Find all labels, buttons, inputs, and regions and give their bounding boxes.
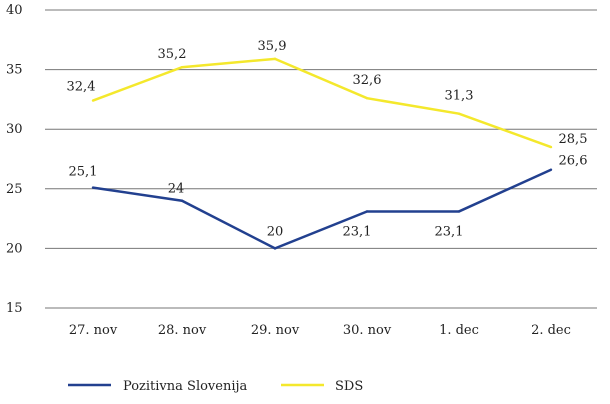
- y-tick-label: 30: [6, 122, 23, 137]
- data-label: 25,1: [69, 165, 98, 180]
- x-tick-label: 29. nov: [251, 323, 300, 338]
- data-label: 28,5: [559, 132, 588, 147]
- data-label: 31,3: [445, 89, 474, 104]
- data-label: 24: [168, 182, 185, 197]
- data-point: [457, 210, 461, 213]
- x-tick-label: 27. nov: [69, 323, 118, 338]
- data-label: 26,6: [559, 154, 588, 169]
- series-line: [92, 168, 552, 250]
- data-label: 20: [267, 224, 284, 239]
- data-point: [273, 57, 277, 61]
- data-point: [180, 199, 184, 202]
- data-label: 32,4: [67, 80, 96, 95]
- x-tick-label: 1. dec: [439, 323, 479, 338]
- y-tick-label: 20: [6, 241, 23, 256]
- legend-label: SDS: [335, 379, 363, 394]
- series-line: [92, 57, 552, 149]
- data-point: [365, 97, 369, 100]
- data-point: [549, 145, 553, 149]
- data-point: [273, 247, 277, 250]
- data-point: [91, 186, 95, 189]
- y-tick-label: 15: [6, 301, 23, 316]
- data-label: 32,6: [353, 73, 382, 88]
- y-tick-label: 25: [6, 182, 23, 197]
- data-label: 35,9: [258, 39, 287, 54]
- x-tick-label: 2. dec: [531, 323, 571, 338]
- y-tick-label: 35: [6, 63, 23, 78]
- data-point: [180, 66, 184, 69]
- data-label: 35,2: [158, 47, 187, 62]
- data-label: 23,1: [435, 224, 464, 239]
- data-point: [91, 99, 95, 102]
- x-tick-label: 30. nov: [343, 323, 392, 338]
- data-label: 23,1: [343, 224, 372, 239]
- y-tick-label: 40: [6, 3, 23, 18]
- data-point: [457, 112, 461, 115]
- x-tick-label: 28. nov: [158, 323, 207, 338]
- data-point: [549, 168, 553, 171]
- legend-label: Pozitivna Slovenija: [123, 379, 248, 394]
- data-point: [365, 210, 369, 213]
